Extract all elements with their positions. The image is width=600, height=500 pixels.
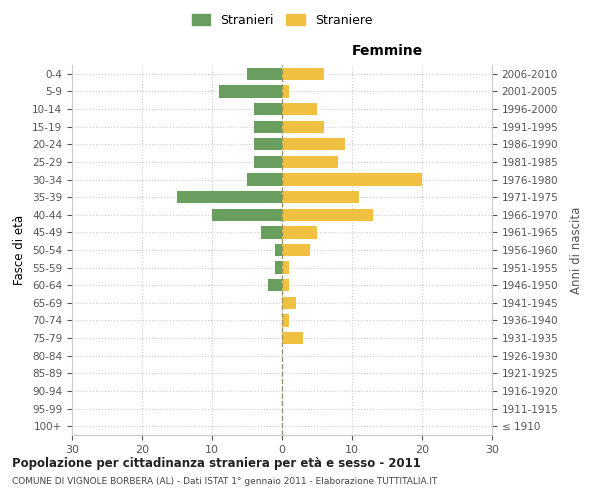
Bar bbox=[254, 156, 282, 168]
Bar bbox=[275, 244, 282, 256]
Bar bbox=[282, 120, 324, 133]
Y-axis label: Fasce di età: Fasce di età bbox=[13, 215, 26, 285]
Bar bbox=[261, 226, 282, 238]
Bar bbox=[282, 332, 303, 344]
Legend: Stranieri, Straniere: Stranieri, Straniere bbox=[187, 8, 377, 32]
Bar bbox=[254, 103, 282, 115]
Bar bbox=[282, 314, 289, 326]
Bar bbox=[219, 86, 282, 98]
Bar bbox=[282, 262, 289, 274]
Bar bbox=[282, 86, 289, 98]
Bar bbox=[177, 191, 282, 203]
Bar bbox=[282, 208, 373, 221]
Bar bbox=[247, 174, 282, 186]
Bar bbox=[247, 68, 282, 80]
Bar bbox=[275, 262, 282, 274]
Bar bbox=[282, 174, 422, 186]
Bar bbox=[282, 156, 338, 168]
Text: Femmine: Femmine bbox=[352, 44, 422, 58]
Bar bbox=[268, 279, 282, 291]
Y-axis label: Anni di nascita: Anni di nascita bbox=[569, 206, 583, 294]
Text: COMUNE DI VIGNOLE BORBERA (AL) - Dati ISTAT 1° gennaio 2011 - Elaborazione TUTTI: COMUNE DI VIGNOLE BORBERA (AL) - Dati IS… bbox=[12, 478, 437, 486]
Bar bbox=[282, 244, 310, 256]
Bar bbox=[282, 279, 289, 291]
Bar bbox=[212, 208, 282, 221]
Bar bbox=[282, 68, 324, 80]
Bar bbox=[282, 103, 317, 115]
Text: Popolazione per cittadinanza straniera per età e sesso - 2011: Popolazione per cittadinanza straniera p… bbox=[12, 458, 421, 470]
Bar bbox=[282, 296, 296, 309]
Bar bbox=[282, 226, 317, 238]
Bar bbox=[282, 191, 359, 203]
Bar bbox=[282, 138, 345, 150]
Bar bbox=[254, 138, 282, 150]
Bar bbox=[254, 120, 282, 133]
